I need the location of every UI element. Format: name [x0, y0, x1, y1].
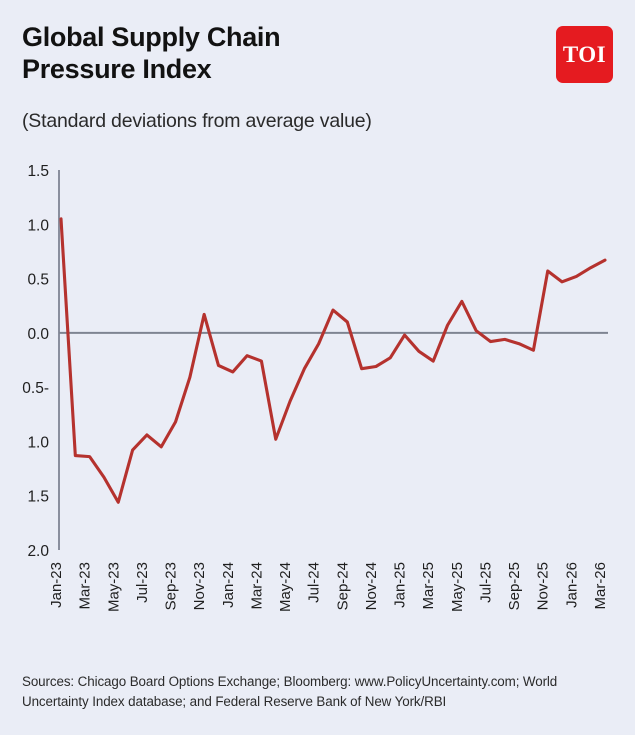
toi-logo: TOI — [556, 26, 613, 83]
page-title: Global Supply Chain Pressure Index — [22, 22, 281, 84]
sources-note: Sources: Chicago Board Options Exchange;… — [22, 674, 558, 709]
x-axis-tick-label: Sep-24 — [334, 562, 351, 610]
data-series-line — [59, 217, 607, 504]
x-axis-tick-label: May-24 — [277, 562, 294, 612]
x-axis-tick-label: Mar-24 — [248, 562, 265, 610]
x-axis-tick-label: May-25 — [449, 562, 466, 612]
y-axis-tick-label: 2.0 — [27, 543, 49, 560]
y-axis-tick-label: 0.5 — [27, 272, 49, 289]
x-axis-tick-label: Jan-25 — [392, 562, 409, 608]
x-axis-tick-label: May-23 — [105, 562, 122, 612]
header: Global Supply Chain Pressure Index (Stan… — [22, 22, 612, 132]
y-axis-tick-label: 1.5 — [27, 163, 49, 180]
toi-logo-text: TOI — [562, 42, 607, 67]
chart-subtitle: (Standard deviations from average value) — [22, 110, 372, 132]
x-axis-tick-label: Mar-23 — [77, 562, 94, 610]
x-axis-tick-label: Jan-26 — [563, 562, 580, 608]
y-axis-tick-label: 1.5 — [27, 489, 49, 506]
x-axis-tick-label: Mar-25 — [420, 562, 437, 610]
y-axis-tick-label: 1.0 — [27, 217, 49, 234]
x-axis-tick-label: Jul-25 — [477, 562, 494, 603]
x-axis-tick-label: Mar-26 — [592, 562, 609, 610]
x-axis-tick-label: Jan-23 — [48, 562, 65, 608]
y-axis-tick-label: 1.0 — [27, 434, 49, 451]
line-chart: 1.5 1.0 0.5 0.0 0.5- 1.0 1.5 2.0 Jan-23 Mar-23 May… — [22, 163, 609, 612]
chart-container: 1.5 1.0 0.5 0.0 0.5- 1.0 1.5 2.0 Jan-23 Mar-23 May… — [0, 150, 635, 650]
x-axis-tick-label: Jan-24 — [220, 562, 237, 608]
y-axis-tick-label: 0.5- — [22, 380, 49, 397]
y-axis-tick-label: 0.0 — [27, 326, 49, 343]
x-axis-tick-label: Jul-23 — [134, 562, 151, 603]
x-axis-tick-label: Nov-23 — [191, 562, 208, 610]
x-axis-tick-label: Nov-25 — [535, 562, 552, 610]
x-axis-tick-label: Jul-24 — [306, 562, 323, 603]
x-axis-tick-label: Sep-23 — [163, 562, 180, 610]
x-axis-tick-label: Nov-24 — [363, 562, 380, 610]
x-axis-tick-label: Sep-25 — [506, 562, 523, 610]
